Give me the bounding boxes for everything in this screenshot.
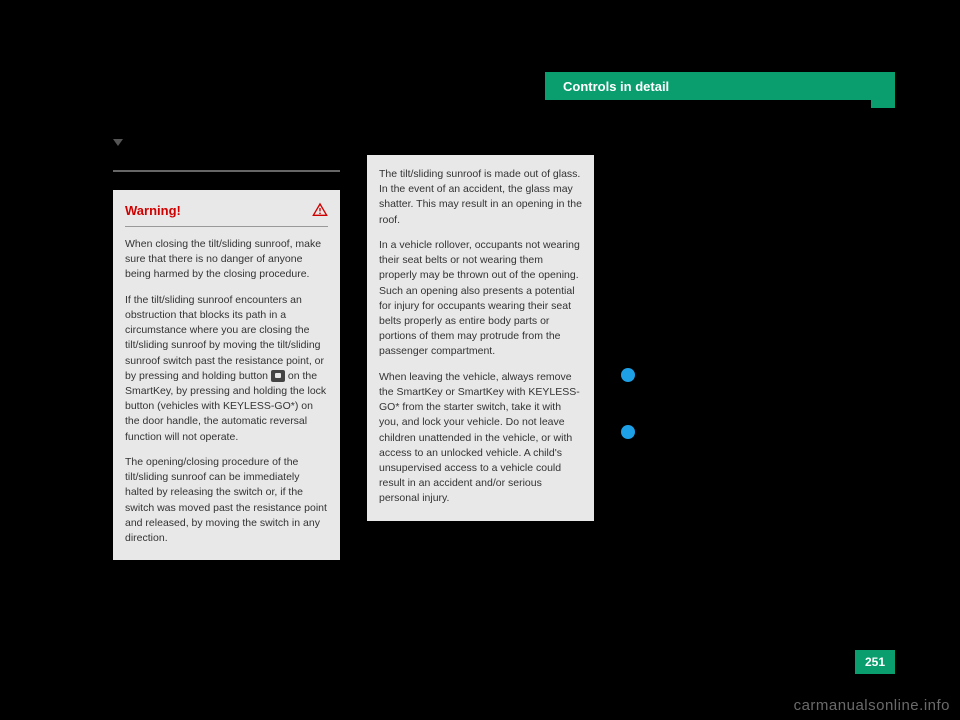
triangle-down-icon bbox=[113, 139, 123, 146]
subsection-heading: Tilt/sliding sunroof bbox=[113, 135, 237, 149]
col3-mid-heading: Opening and closing the tilt/sliding sun… bbox=[621, 396, 851, 413]
warning-header: Warning! bbox=[125, 202, 328, 227]
watermark: carmanualsonline.info bbox=[794, 697, 950, 714]
warning-p1: When closing the tilt/sliding sunroof, m… bbox=[125, 237, 328, 283]
warning-p2: If the tilt/sliding sunroof encounters a… bbox=[125, 293, 328, 445]
step-1: Switch on the ignition (➥ page 39). bbox=[621, 367, 851, 384]
col3-post-figure: Roof panel switch bbox=[621, 339, 851, 356]
step-bullet-icon bbox=[621, 425, 635, 439]
info-box: The tilt/sliding sunroof is made out of … bbox=[367, 155, 594, 521]
step-1-text: Switch on the ignition (➥ page 39). bbox=[643, 367, 851, 384]
step-2-text: Press or pull the roof panel switch to t… bbox=[643, 424, 851, 457]
col3-heading: Opening and closing bbox=[621, 155, 851, 172]
lock-button-icon bbox=[271, 370, 285, 382]
info-p1: The tilt/sliding sunroof is made out of … bbox=[379, 167, 582, 228]
instructions-column: Opening and closing The switch for the t… bbox=[621, 155, 851, 469]
header-tab bbox=[871, 100, 895, 108]
section-title: Power tilt/sliding sunroof bbox=[731, 112, 875, 126]
section-divider bbox=[113, 170, 340, 172]
header-title: Controls in detail bbox=[563, 79, 669, 94]
warning-body: When closing the tilt/sliding sunroof, m… bbox=[125, 237, 328, 546]
col3-intro: The switch for the tilt/sliding sunroof … bbox=[621, 184, 851, 217]
page-number-tab: 251 bbox=[855, 650, 895, 674]
info-p2: In a vehicle rollover, occupants not wea… bbox=[379, 238, 582, 360]
warning-box: Warning! When closing the tilt/sliding s… bbox=[113, 190, 340, 560]
warning-title: Warning! bbox=[125, 203, 181, 218]
warning-triangle-icon bbox=[312, 202, 328, 218]
page-number: 251 bbox=[865, 655, 885, 669]
step-bullet-icon bbox=[621, 368, 635, 382]
warning-p3: The opening/closing procedure of the til… bbox=[125, 455, 328, 546]
step-2: Press or pull the roof panel switch to t… bbox=[621, 424, 851, 457]
info-p3: When leaving the vehicle, always remove … bbox=[379, 370, 582, 507]
header-band: Controls in detail bbox=[545, 72, 895, 100]
warning-p2a: If the tilt/sliding sunroof encounters a… bbox=[125, 294, 324, 382]
subsection-text: Tilt/sliding sunroof bbox=[129, 135, 237, 149]
